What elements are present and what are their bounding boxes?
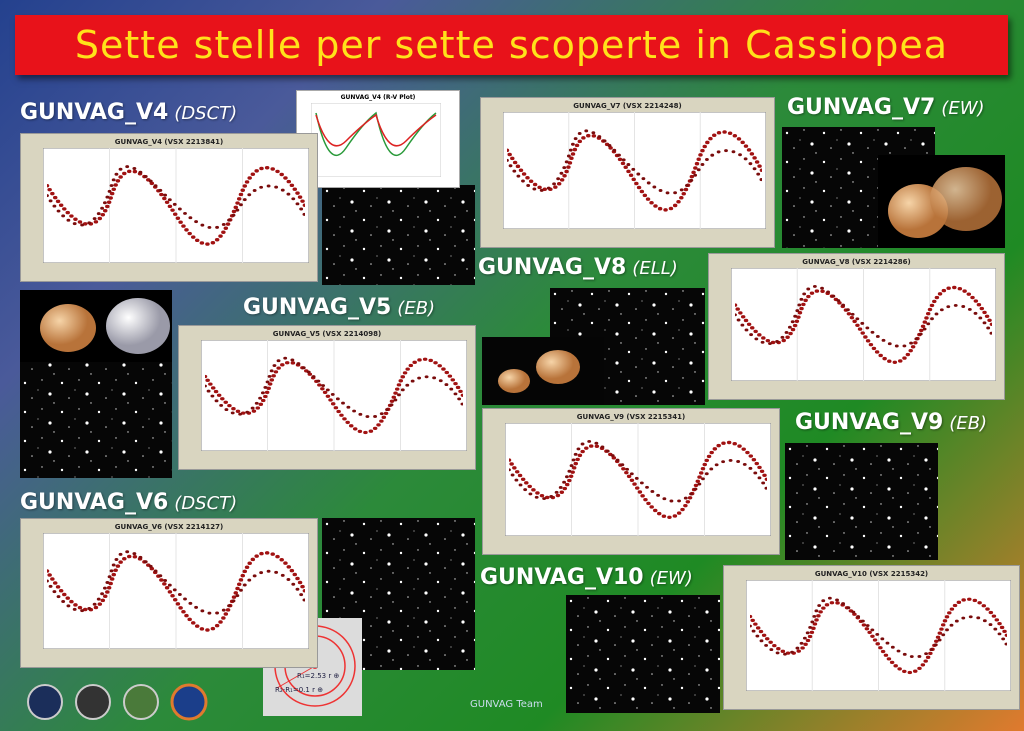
star-name: GUNVAG_V10 [480, 565, 644, 590]
star-field [20, 290, 172, 478]
star-label: GUNVAG_V9 (EB) [795, 410, 987, 435]
binary-render [482, 337, 604, 405]
star-name: GUNVAG_V9 [795, 410, 944, 435]
star-type: (ELL) [632, 258, 678, 279]
star-label: GUNVAG_V5 (EB) [243, 295, 435, 320]
plot-area [43, 533, 309, 649]
diagram-label: R₁=2.53 r ⊕ [297, 672, 339, 680]
light-curve-panel: GUNVAG_V9 (VSX 2215341) [482, 408, 780, 555]
star-name: GUNVAG_V8 [478, 255, 627, 280]
panel-title: GUNVAG_V5 (VSX 2214098) [272, 330, 382, 338]
star-name: GUNVAG_V6 [20, 490, 169, 515]
plot-area [43, 148, 309, 263]
panel-title: GUNVAG_V4 (VSX 2213841) [114, 138, 224, 146]
star-type: (EB) [397, 298, 436, 319]
star-type: (EB) [949, 413, 988, 434]
star-label: GUNVAG_V10 (EW) [480, 565, 693, 590]
panel-title: GUNVAG_V8 (VSX 2214286) [802, 258, 911, 266]
plot-area [746, 580, 1011, 691]
star-field [322, 185, 475, 285]
star-name: GUNVAG_V4 [20, 100, 169, 125]
binary-render [878, 155, 1005, 248]
light-curve-panel: GUNVAG_V5 (VSX 2214098) [178, 325, 476, 470]
star-field [566, 595, 720, 713]
star-name: GUNVAG_V7 [787, 95, 936, 120]
panel-title: GUNVAG_V10 (VSX 2215342) [814, 570, 929, 578]
star-label: GUNVAG_V7 (EW) [787, 95, 985, 120]
plot-area [201, 340, 467, 451]
logos [27, 683, 208, 721]
light-curve-panel: GUNVAG_V6 (VSX 2214127) [20, 518, 318, 668]
plot-area [731, 268, 996, 381]
panel-title: GUNVAG_V6 (VSX 2214127) [114, 523, 224, 531]
rv-plot: GUNVAG_V4 (R-V Plot) [296, 90, 460, 188]
star-label: GUNVAG_V8 (ELL) [478, 255, 678, 280]
star-name: GUNVAG_V5 [243, 295, 392, 320]
star-label: GUNVAG_V6 (DSCT) [20, 490, 237, 515]
credit: GUNVAG Team [470, 699, 543, 710]
light-curve-panel: GUNVAG_V8 (VSX 2214286) [708, 253, 1005, 400]
plot-area [505, 423, 771, 536]
rv-plot-title: GUNVAG_V4 (R-V Plot) [340, 94, 416, 101]
plot-area [503, 112, 766, 229]
star-type: (EW) [941, 98, 985, 119]
star-type: (DSCT) [174, 103, 238, 124]
diagram-label: R₂-R₁=0.1 r ⊕ [275, 686, 323, 694]
light-curve-panel: GUNVAG_V10 (VSX 2215342) [723, 565, 1020, 710]
star-label: GUNVAG_V4 (DSCT) [20, 100, 237, 125]
light-curve-panel: GUNVAG_V4 (VSX 2213841) [20, 133, 318, 282]
star-field [785, 443, 938, 560]
panel-title: GUNVAG_V9 (VSX 2215341) [576, 413, 686, 421]
rv-curves [311, 103, 441, 177]
star-type: (EW) [649, 568, 693, 589]
title-banner: Sette stelle per sette scoperte in Cassi… [15, 15, 1008, 75]
light-curve-panel: GUNVAG_V7 (VSX 2214248) [480, 97, 775, 248]
star-type: (DSCT) [174, 493, 238, 514]
panel-title: GUNVAG_V7 (VSX 2214248) [573, 102, 682, 110]
